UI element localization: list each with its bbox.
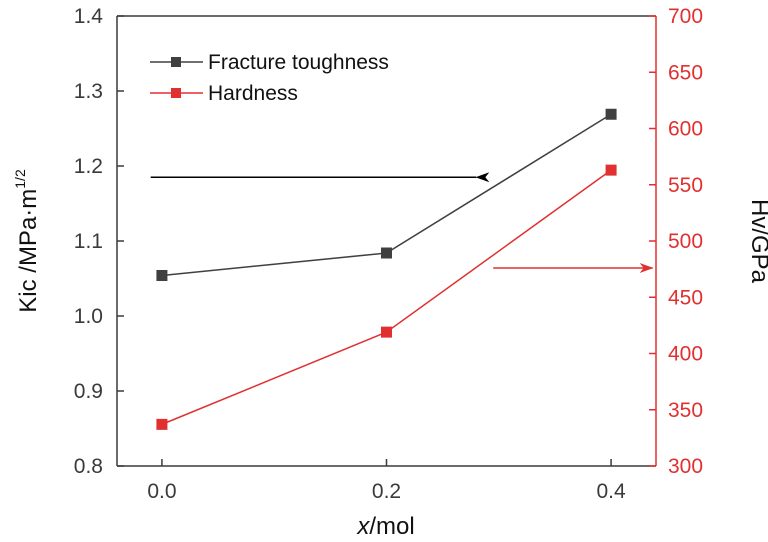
right-tick-label: 650 — [668, 61, 703, 84]
hardness-data-point — [156, 418, 168, 430]
left-axis-title: Kic /MPa·m1/2 — [12, 169, 42, 313]
right-tick-label: 400 — [668, 343, 703, 366]
fracture-data-point — [381, 247, 392, 259]
fracture-data-point — [156, 270, 168, 281]
right-axis-title: Hv/GPa — [746, 199, 768, 284]
legend-hardness-marker — [171, 88, 181, 98]
x-tick-label: 0.2 — [372, 480, 401, 503]
hardness-data-point — [381, 326, 392, 338]
left-tick-label: 1.1 — [74, 230, 103, 253]
right-tick-label: 500 — [668, 230, 703, 253]
right-tick-label: 550 — [668, 174, 703, 197]
annotations — [150, 172, 654, 273]
left-tick-label: 1.2 — [74, 155, 103, 178]
legend-hardness-label: Hardness — [208, 82, 298, 105]
legend-fracture-marker — [171, 57, 181, 67]
right-tick-label: 600 — [668, 118, 703, 141]
x-tick-label: 0.0 — [147, 480, 176, 503]
left-tick-label: 0.8 — [74, 455, 103, 478]
right-axis-ticks: 300 350 400 450 500 550 600 650 700 — [649, 5, 703, 478]
right-tick-label: 700 — [668, 5, 703, 28]
right-tick-label: 350 — [668, 399, 703, 422]
fracture-data-point — [605, 108, 617, 120]
legend-fracture-label: Fracture toughness — [208, 51, 389, 74]
left-tick-label: 1.0 — [74, 305, 103, 328]
x-axis-title: x/mol — [356, 513, 414, 540]
left-tick-label: 1.3 — [74, 80, 103, 103]
hardness-data-point — [605, 164, 617, 176]
x-axis-ticks: 0.0 0.2 0.4 — [147, 459, 626, 503]
hardness-series-line — [161, 169, 612, 426]
left-tick-label: 0.9 — [74, 380, 103, 403]
left-axis-ticks: 0.8 0.9 1.0 1.1 1.2 1.3 1.4 — [74, 5, 124, 478]
series-group — [156, 108, 617, 430]
x-tick-label: 0.4 — [596, 480, 626, 503]
left-tick-label: 1.4 — [74, 5, 104, 28]
right-tick-label: 300 — [668, 455, 703, 478]
right-tick-label: 450 — [668, 286, 703, 309]
legend: Fracture toughness Hardness — [150, 51, 389, 105]
